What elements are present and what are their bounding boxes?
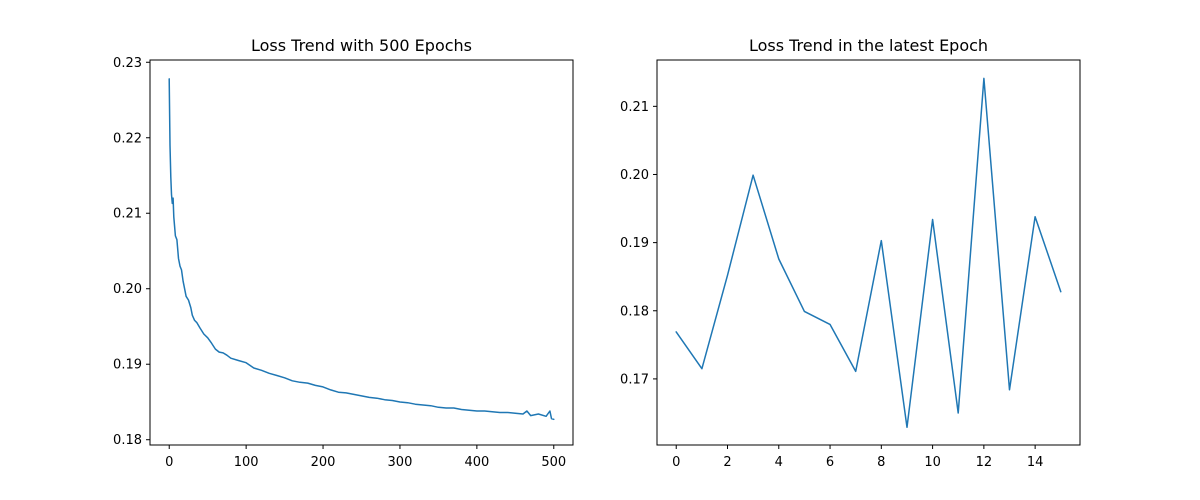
series-line-1 [168,78,555,421]
y-tick-label: 0.19 [113,358,142,373]
x-tick-label: 10 [924,455,941,470]
y-tick-label: 0.22 [113,131,142,146]
chart-2: Loss Trend in the latest Epoch 0 2 4 6 8 10 12 1… [620,36,1081,470]
y-tick-label: 0.18 [620,304,649,319]
x-tick-label: 2 [723,455,731,470]
x-tick-label: 200 [311,455,336,470]
chart-title: Loss Trend with 500 Epochs [251,36,472,55]
chart-title: Loss Trend in the latest Epoch [749,36,988,55]
y-tick-label: 0.19 [620,236,649,251]
y-tick-label: 0.20 [113,282,142,297]
series-line-1 [675,77,1062,429]
y-tick-label: 0.23 [113,56,142,71]
plot-frame [149,59,574,446]
plot-frame [656,59,1081,446]
y-tick-label: 0.21 [620,100,649,115]
x-tick-label: 6 [826,455,834,470]
x-tick-label: 100 [234,455,259,470]
x-tick-label: 400 [464,455,489,470]
y-tick-label: 0.18 [113,433,142,448]
chart-1: Loss Trend with 500 Epochs 0 100 200 300 400 5… [113,36,574,470]
y-tick-label: 0.20 [620,168,649,183]
x-tick-label: 4 [775,455,783,470]
x-tick-label: 0 [165,455,173,470]
x-tick-label: 8 [877,455,885,470]
x-tick-label: 300 [388,455,413,470]
x-tick-label: 14 [1027,455,1044,470]
y-tick-label: 0.17 [620,372,649,387]
y-tick-label: 0.21 [113,207,142,222]
x-tick-label: 12 [976,455,993,470]
x-tick-label: 500 [541,455,566,470]
x-tick-label: 0 [672,455,680,470]
